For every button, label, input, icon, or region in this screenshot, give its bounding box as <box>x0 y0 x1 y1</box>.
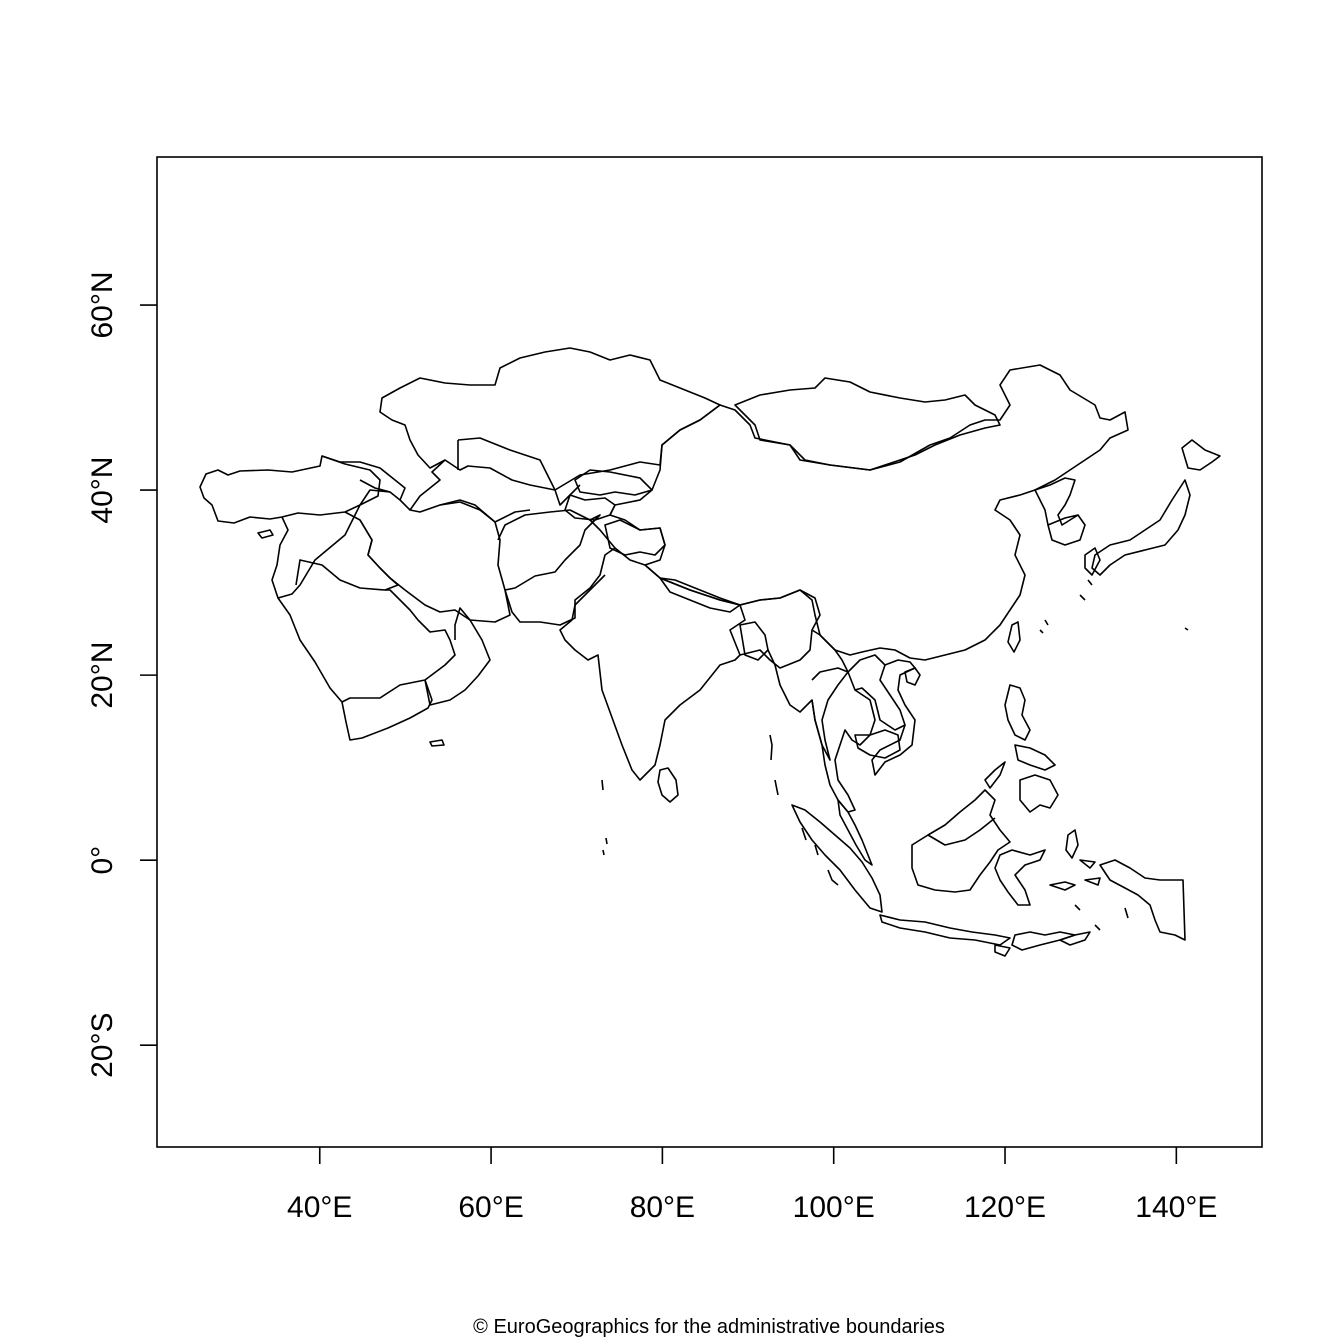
boundary-cambodia <box>854 729 901 759</box>
boundary-philippines-luzon <box>1004 684 1031 741</box>
boundary-uzbekistan <box>457 437 581 506</box>
boundary-sumatra <box>791 804 883 913</box>
boundary-pakistan <box>504 519 616 626</box>
boundary-myanmar <box>767 629 849 761</box>
boundary-new-guinea <box>1099 859 1186 941</box>
boundary-malaysia-peninsula <box>837 799 873 866</box>
boundary-japan-hokkaido <box>1181 439 1221 471</box>
boundary-socotra <box>429 739 445 747</box>
x-axis: 40°E 60°E 80°E 100°E 120°E 140°E <box>287 1147 1217 1224</box>
x-tick-label: 60°E <box>458 1191 523 1224</box>
boundary-hainan <box>904 667 921 686</box>
x-tick-label: 80°E <box>630 1191 695 1224</box>
boundary-taiwan <box>1007 621 1021 653</box>
boundary-sri-lanka <box>657 767 679 803</box>
boundary-moluccas <box>1049 829 1101 891</box>
boundary-java <box>879 914 1011 946</box>
boundary-laos <box>847 654 906 731</box>
y-tick-label: 20°S <box>86 1013 119 1078</box>
boundary-india-kashmir <box>604 519 666 556</box>
boundary-india <box>559 547 746 781</box>
boundary-cyprus <box>257 529 274 539</box>
boundary-china <box>609 364 1129 661</box>
boundary-turkmenistan <box>409 440 531 523</box>
boundary-borneo <box>911 789 1011 893</box>
boundary-timor <box>1059 931 1091 946</box>
boundary-afghanistan <box>497 509 601 591</box>
y-tick-label: 20°N <box>86 642 119 709</box>
y-tick-label: 40°N <box>86 457 119 524</box>
boundary-iraq <box>295 511 399 591</box>
country-boundaries <box>199 347 1221 957</box>
boundary-vietnam <box>871 659 916 776</box>
boundary-korea <box>1034 477 1086 546</box>
plot-frame <box>156 156 1263 1148</box>
boundary-japan-honshu <box>1091 479 1191 576</box>
boundary-saudi-arabia <box>277 589 456 703</box>
boundary-tajikistan <box>564 494 616 521</box>
boundary-philippines-mindanao <box>1019 774 1059 813</box>
x-tick-label: 40°E <box>287 1191 352 1224</box>
boundary-iran <box>359 489 511 623</box>
boundary-turkey <box>199 455 381 524</box>
boundary-philippines-visayas <box>984 744 1056 789</box>
x-tick-label: 140°E <box>1135 1191 1217 1224</box>
boundary-oman <box>424 607 491 706</box>
boundary-thailand <box>811 667 876 813</box>
boundary-lesser-sunda <box>994 931 1076 957</box>
x-tick-label: 100°E <box>793 1191 875 1224</box>
boundary-mongolia <box>734 377 1001 471</box>
x-tick-label: 120°E <box>964 1191 1046 1224</box>
y-axis: 60°N 40°N 20°N 0° 20°S <box>86 272 157 1078</box>
boundary-levant <box>271 504 361 599</box>
credit-text: © EuroGeographics for the administrative… <box>473 1316 945 1338</box>
y-tick-label: 60°N <box>86 272 119 339</box>
boundary-kazakhstan <box>379 347 721 491</box>
boundary-andaman-islands <box>769 734 839 886</box>
boundary-nepal <box>659 577 741 613</box>
boundary-pacific-islands <box>1039 579 1189 931</box>
boundary-bangladesh <box>739 621 769 661</box>
boundary-yemen <box>341 679 433 741</box>
boundary-japan-kyushu <box>1084 547 1101 576</box>
boundary-sulawesi <box>994 849 1046 906</box>
boundary-kyrgyzstan <box>574 469 653 496</box>
boundary-maldives <box>601 779 608 856</box>
y-tick-label: 0° <box>86 846 119 875</box>
boundary-caucasus <box>321 455 406 501</box>
